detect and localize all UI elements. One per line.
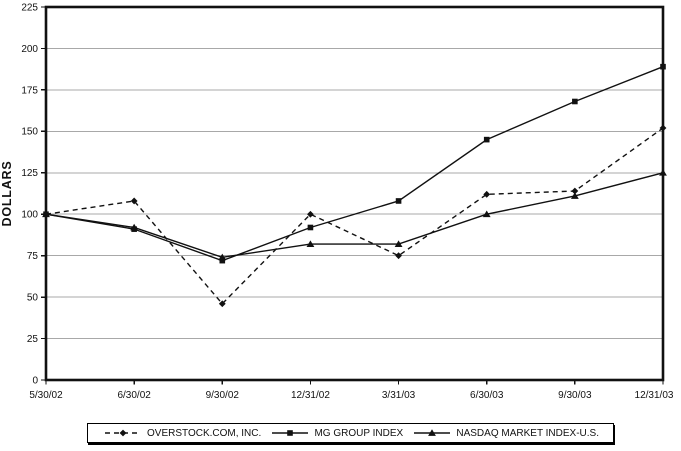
square-legend-key-icon <box>272 430 309 436</box>
chart-legend: OVERSTOCK.COM, INC. MG GROUP INDEX NASDAQ … <box>87 423 614 443</box>
plot-border <box>44 5 665 382</box>
legend-label: MG GROUP INDEX <box>314 427 404 439</box>
y-tick-label: 125 <box>21 168 38 179</box>
triangle-marker-icon <box>570 192 579 199</box>
square-marker-icon <box>572 98 578 105</box>
y-tick-label: 100 <box>21 210 38 221</box>
square-marker-icon <box>483 136 490 143</box>
diamond-marker-icon <box>218 300 226 308</box>
x-tick-label: 5/30/02 <box>29 390 63 401</box>
y-tick-label: 200 <box>21 44 38 55</box>
y-tick-label: 175 <box>21 85 38 96</box>
diamond-marker-icon <box>307 210 314 218</box>
triangle-marker-icon <box>130 223 139 231</box>
x-tick-label: 6/30/02 <box>117 390 151 401</box>
square-marker-icon <box>307 224 314 231</box>
triangle-marker-icon <box>42 210 50 218</box>
y-tick-label: 225 <box>21 2 38 13</box>
y-tick-label: 50 <box>27 293 39 304</box>
square-marker-icon <box>219 257 226 264</box>
y-tick-label: 75 <box>27 251 39 262</box>
triangle-marker-icon <box>482 210 491 218</box>
y-tick-label: 25 <box>27 334 39 345</box>
legend-item-square: MG GROUP INDEX <box>271 428 403 439</box>
x-tick-label: 9/30/03 <box>558 390 592 401</box>
square-marker-icon <box>660 63 666 70</box>
diamond-marker-icon <box>571 187 579 195</box>
x-tick-label: 6/30/03 <box>470 390 504 401</box>
series-line <box>45 66 664 262</box>
triangle-marker-icon <box>218 253 227 261</box>
diamond-marker-icon <box>119 429 127 437</box>
triangle-marker-icon <box>306 240 315 247</box>
plot-area: 0 25 50 75 100 125 150 175 200 225 5/30/02 6/30/02 9… <box>0 2 674 401</box>
triangle-marker-icon <box>394 240 403 247</box>
y-tick-label: 0 <box>32 375 38 386</box>
triangle-legend-key-icon <box>414 429 451 436</box>
y-axis-title: DOLLARS <box>0 160 14 226</box>
legend-label: NASDAQ MARKET INDEX-U.S. <box>456 427 599 439</box>
triangle-marker-icon <box>428 429 437 436</box>
legend-item-triangle: NASDAQ MARKET INDEX-U.S. <box>413 428 599 439</box>
diamond-legend-key-icon <box>105 429 141 437</box>
series-line <box>45 127 664 305</box>
diamond-marker-icon <box>659 124 667 132</box>
x-tick-label: 12/31/02 <box>291 390 330 401</box>
diamond-marker-icon <box>483 190 491 198</box>
x-tick-label: 12/31/03 <box>635 390 674 401</box>
series-line <box>45 172 664 259</box>
x-tick-label: 9/30/02 <box>206 390 240 401</box>
y-tick-label: 150 <box>21 127 38 138</box>
diamond-marker-icon <box>130 197 138 205</box>
diamond-marker-icon <box>395 252 402 260</box>
square-marker-icon <box>395 198 402 204</box>
legend-label: OVERSTOCK.COM, INC. <box>147 427 262 439</box>
legend-item-diamond: OVERSTOCK.COM, INC. <box>104 428 261 439</box>
triangle-marker-icon <box>659 169 667 176</box>
square-marker-icon <box>287 430 294 436</box>
x-tick-label: 3/31/03 <box>382 390 416 401</box>
